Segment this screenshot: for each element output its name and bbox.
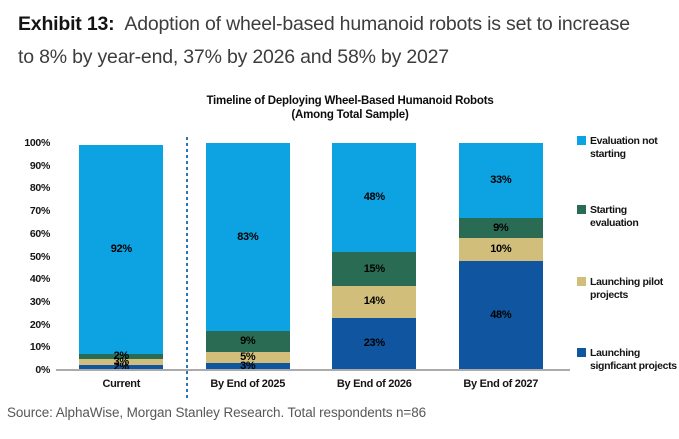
bar-segment: 2% — [79, 349, 164, 362]
segment-value-label: 14% — [363, 295, 385, 308]
source-note: Source: AlphaWise, Morgan Stanley Resear… — [7, 405, 427, 420]
y-axis: 100% 90% 80% 70% 60% 50% 40% 30% 20% 10% 0% — [0, 137, 50, 376]
y-axis-tick-label: 20% — [29, 318, 50, 331]
y-axis-tick-label: 0% — [35, 364, 50, 376]
bar-segment: 83% — [205, 143, 290, 332]
y-axis-tick-label: 40% — [29, 273, 50, 286]
dashed-divider-line — [186, 137, 188, 401]
stacked-bar: 33% 9% 10% 48% — [458, 143, 543, 370]
bar-segment: 2% — [79, 361, 164, 374]
legend-item: Evaluation not starting — [577, 135, 677, 161]
y-axis-tick-label: 90% — [29, 159, 50, 172]
bar-segment: 23% — [332, 317, 417, 370]
legend-label: Launching signficant projects — [590, 347, 677, 372]
stacked-bar: 83% 9% 5% 3% — [205, 143, 290, 373]
exhibit-title-text: Adoption of wheel-based humanoid robots … — [18, 13, 630, 68]
y-axis-tick-label: 70% — [29, 205, 50, 218]
legend-swatch — [577, 348, 586, 357]
segment-value-label: 23% — [363, 337, 385, 350]
bar-slot: 83% 9% 5% 3% By End of 2025 — [185, 143, 312, 390]
segment-value-label: 33% — [490, 173, 512, 186]
bar-segment: 3% — [79, 355, 164, 368]
bar-segment: 92% — [79, 145, 164, 355]
plot-area: 92% 2% 3% 2% Current 83% 9% 5% 3% By End of 2025 4… — [58, 143, 565, 390]
x-axis-label: By End of 2027 — [463, 378, 539, 390]
bar-segment: 48% — [332, 143, 417, 252]
legend-swatch — [577, 277, 586, 286]
segment-value-label: 92% — [110, 243, 132, 256]
y-axis-tick-label: 10% — [29, 341, 50, 354]
bar-segment: 33% — [458, 143, 543, 218]
segment-value-label: 9% — [493, 221, 509, 234]
exhibit-number: Exhibit 13: — [18, 13, 115, 35]
y-axis-tick-label: 100% — [24, 137, 50, 149]
x-axis-label: By End of 2026 — [336, 378, 412, 390]
bar-slot: 48% 15% 14% 23% By End of 2026 — [311, 143, 438, 390]
y-axis-tick-label: 80% — [29, 182, 50, 195]
legend-label: Launching pilot projects — [590, 276, 663, 301]
x-axis-line — [56, 369, 570, 371]
bar-segment: 3% — [205, 360, 290, 373]
chart-legend: Evaluation not starting Starting evaluati… — [577, 90, 677, 410]
legend-label: Evaluation not starting — [590, 135, 658, 160]
chart-title-line1: Timeline of Deploying Wheel-Based Humano… — [206, 95, 494, 107]
stacked-bar-chart: Timeline of Deploying Wheel-Based Humano… — [0, 90, 679, 410]
segment-value-label: 3% — [240, 360, 256, 373]
segment-value-label: 48% — [490, 309, 512, 322]
legend-swatch — [577, 136, 586, 145]
segment-value-label: 2% — [113, 349, 130, 362]
legend-item: Launching signficant projects — [577, 347, 677, 373]
segment-value-label: 15% — [363, 262, 385, 275]
bar-segment: 5% — [205, 351, 290, 364]
exhibit-title: Exhibit 13: Adoption of wheel-based human… — [18, 8, 646, 74]
stacked-bar: 92% 2% 3% 2% — [79, 143, 164, 374]
legend-label: Starting evaluation — [590, 204, 639, 229]
y-axis-tick-label: 30% — [29, 295, 50, 308]
x-axis-label: Current — [102, 378, 141, 390]
segment-value-label: 2% — [113, 361, 130, 374]
x-axis-label: By End of 2025 — [210, 378, 286, 390]
bar-segment: 10% — [458, 238, 543, 262]
y-axis-tick-label: 60% — [29, 227, 50, 240]
segment-value-label: 3% — [113, 355, 130, 368]
segment-value-label: 83% — [237, 230, 259, 243]
segment-value-label: 10% — [490, 243, 512, 256]
segment-value-label: 48% — [363, 191, 385, 203]
legend-item: Launching pilot projects — [577, 276, 677, 302]
segment-value-label: 5% — [240, 351, 256, 364]
bar-segment: 15% — [332, 251, 417, 287]
bar-segment: 14% — [332, 286, 417, 318]
legend-item: Starting evaluation — [577, 204, 677, 230]
chart-title: Timeline of Deploying Wheel-Based Humano… — [40, 94, 660, 122]
bar-segment: 48% — [458, 261, 543, 370]
bar-segment: 9% — [458, 217, 543, 239]
chart-title-line2: (Among Total Sample) — [291, 109, 409, 121]
bar-slot: 33% 9% 10% 48% By End of 2027 — [438, 143, 565, 390]
segment-value-label: 9% — [240, 335, 256, 348]
y-axis-tick-label: 50% — [29, 250, 50, 263]
bar-slot: 92% 2% 3% 2% Current — [58, 143, 185, 390]
legend-swatch — [577, 205, 586, 214]
stacked-bar: 48% 15% 14% 23% — [332, 143, 417, 370]
bar-segment: 9% — [205, 331, 290, 352]
